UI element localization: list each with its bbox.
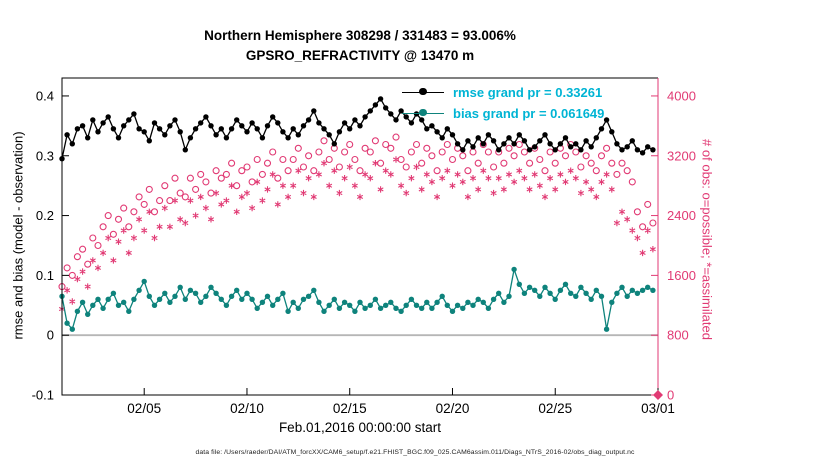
chart-title-block: Northern Hemisphere 308298 / 331483 = 93… xyxy=(62,26,658,66)
x-tick-label: 02/05 xyxy=(127,401,161,416)
x-tick-label: 02/25 xyxy=(538,401,572,416)
y-right-tick-label: 3200 xyxy=(667,148,696,163)
legend-bias-marker-dot xyxy=(419,108,427,117)
chart-title: Northern Hemisphere 308298 / 331483 = 93… xyxy=(204,28,516,43)
y-left-tick-label: 0.1 xyxy=(36,268,54,283)
scatter-assimilated_obs xyxy=(58,156,656,313)
series-rmse-markers xyxy=(59,96,656,162)
scatter-possible_obs xyxy=(58,133,657,291)
y-right-tick-label: 4000 xyxy=(667,88,696,103)
y-right-tick-label: 2400 xyxy=(667,208,696,223)
series-bias-markers xyxy=(59,266,656,332)
y-right-tick-label: 800 xyxy=(667,328,689,343)
y-left-tick-label: 0.4 xyxy=(36,88,54,103)
legend-bias-label: bias grand pr = 0.061649 xyxy=(453,105,605,121)
x-tick-label: 02/20 xyxy=(436,401,470,416)
y-left-tick-label: 0.3 xyxy=(36,148,54,163)
x-tick-label: 03/01 xyxy=(641,401,675,416)
legend: rmse grand pr = 0.33261 bias grand pr = … xyxy=(402,83,604,122)
legend-rmse-label: rmse grand pr = 0.33261 xyxy=(453,84,603,100)
legend-rmse-line-sample xyxy=(402,87,444,96)
y-axis-label-left: rmse and bias (model - observation) xyxy=(10,131,26,340)
footer-text: data file: /Users/raeder/DAI/ATM_forcXX/… xyxy=(195,449,635,456)
x-tick-label: 02/15 xyxy=(333,401,367,416)
legend-item-rmse: rmse grand pr = 0.33261 xyxy=(402,83,604,101)
series-bias-line xyxy=(61,266,654,331)
y-left-tick-label: -0.1 xyxy=(32,388,54,403)
legend-item-bias: bias grand pr = 0.061649 xyxy=(402,104,604,122)
y-right-tick-label: 1600 xyxy=(667,268,696,283)
x-tick-label: 02/10 xyxy=(230,401,264,416)
legend-rmse-marker-dot xyxy=(419,87,427,96)
y-right-tick-label: 0 xyxy=(667,388,674,403)
y-left-tick-label: 0.2 xyxy=(36,208,54,223)
chart-subtitle: GPSRO_REFRACTIVITY @ 13470 m xyxy=(245,48,475,63)
y-left-tick-label: 0 xyxy=(47,328,54,343)
x-axis-label: Feb.01,2016 00:00:00 start xyxy=(278,420,442,435)
y-axis-label-right: # of obs: o=possible; *=assimilated xyxy=(699,139,715,340)
axes-frame xyxy=(61,77,658,396)
end-diamond-marker xyxy=(653,390,663,400)
legend-bias-line-sample xyxy=(402,108,444,117)
